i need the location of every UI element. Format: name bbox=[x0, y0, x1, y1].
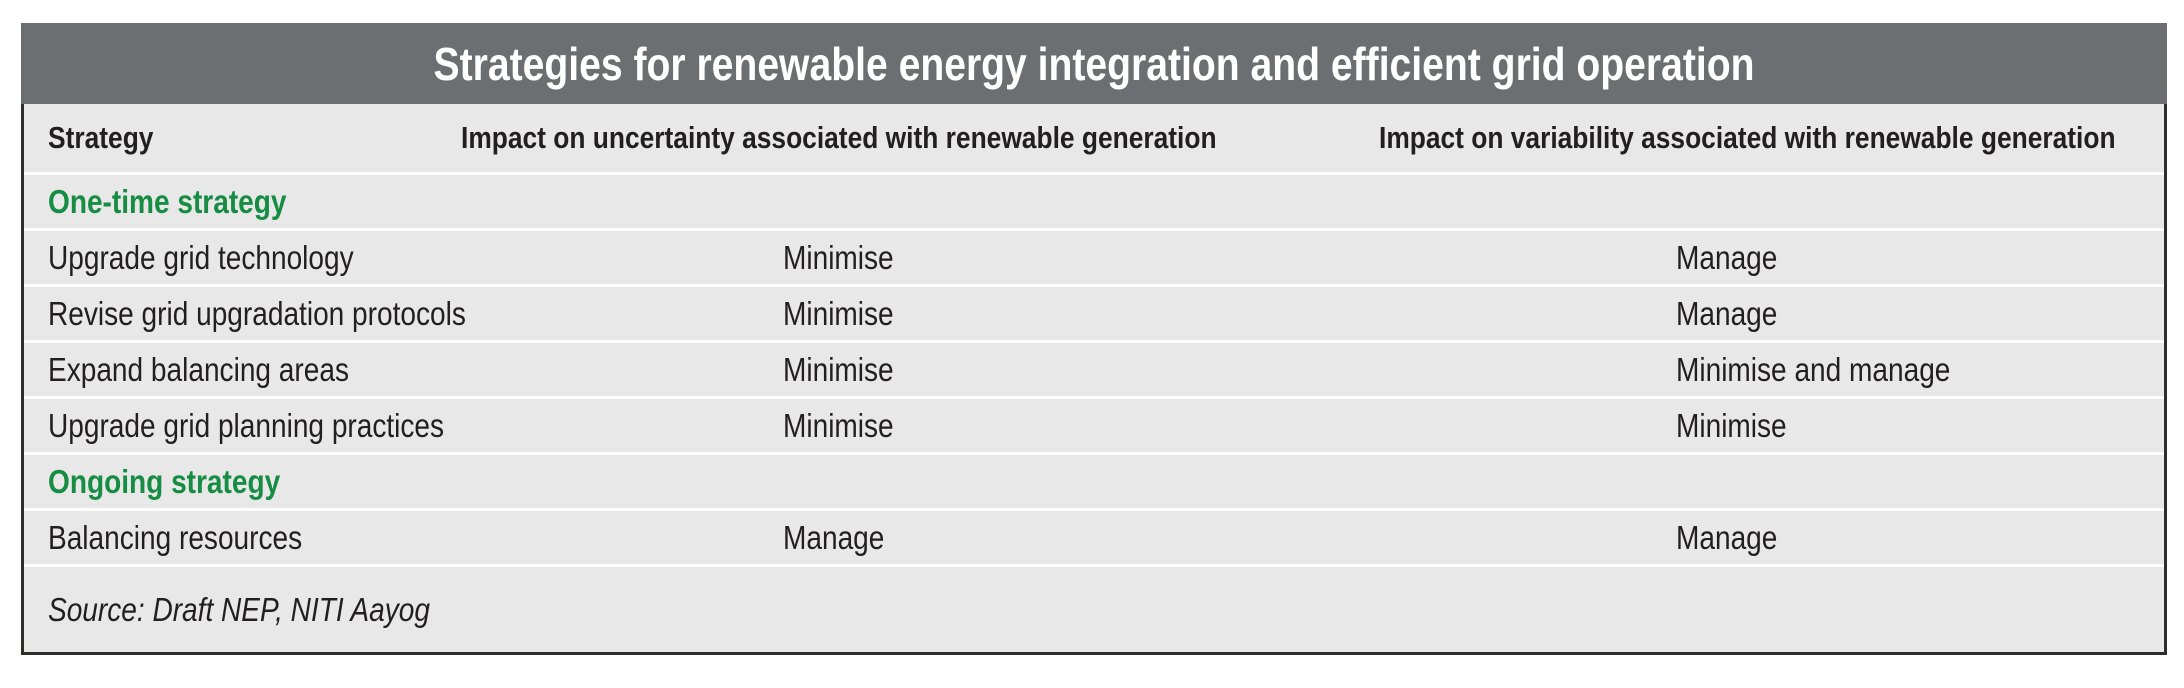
table-title: Strategies for renewable energy integrat… bbox=[433, 37, 1755, 90]
cell-strategy: Upgrade grid technology bbox=[48, 238, 354, 276]
cell-uncertainty: Minimise bbox=[783, 294, 894, 332]
cell-variability: Manage bbox=[1676, 238, 1778, 276]
cell-uncertainty: Minimise bbox=[783, 238, 894, 276]
table-row: Upgrade grid technology Minimise Manage bbox=[24, 231, 2164, 287]
column-header-strategy: Strategy bbox=[48, 120, 154, 155]
table-row: Revise grid upgradation protocols Minimi… bbox=[24, 287, 2164, 343]
table-row: Expand balancing areas Minimise Minimise… bbox=[24, 343, 2164, 399]
source-row: Source: Draft NEP, NITI Aayog bbox=[24, 567, 2164, 652]
cell-variability: Minimise and manage bbox=[1676, 350, 1951, 388]
table-body: Strategy Impact on uncertainty associate… bbox=[21, 104, 2167, 655]
cell-variability: Manage bbox=[1676, 518, 1778, 556]
cell-variability: Minimise bbox=[1676, 406, 1787, 444]
cell-uncertainty: Manage bbox=[783, 518, 885, 556]
table-row: Balancing resources Manage Manage bbox=[24, 511, 2164, 567]
cell-strategy: Revise grid upgradation protocols bbox=[48, 294, 466, 332]
table-title-bar: Strategies for renewable energy integrat… bbox=[21, 23, 2167, 104]
strategies-table-panel: Strategies for renewable energy integrat… bbox=[21, 23, 2167, 655]
table-header-row: Strategy Impact on uncertainty associate… bbox=[24, 104, 2164, 175]
cell-strategy: Expand balancing areas bbox=[48, 350, 349, 388]
section-heading: Ongoing strategy bbox=[48, 462, 281, 500]
column-header-uncertainty: Impact on uncertainty associated with re… bbox=[461, 120, 1217, 155]
cell-uncertainty: Minimise bbox=[783, 350, 894, 388]
section-row-one-time: One-time strategy bbox=[24, 175, 2164, 231]
cell-uncertainty: Minimise bbox=[783, 406, 894, 444]
cell-strategy: Balancing resources bbox=[48, 518, 303, 556]
source-note: Source: Draft NEP, NITI Aayog bbox=[48, 590, 430, 628]
section-heading: One-time strategy bbox=[48, 182, 287, 220]
table-row: Upgrade grid planning practices Minimise… bbox=[24, 399, 2164, 455]
column-header-variability: Impact on variability associated with re… bbox=[1379, 120, 2116, 155]
cell-variability: Manage bbox=[1676, 294, 1778, 332]
section-row-ongoing: Ongoing strategy bbox=[24, 455, 2164, 511]
cell-strategy: Upgrade grid planning practices bbox=[48, 406, 445, 444]
